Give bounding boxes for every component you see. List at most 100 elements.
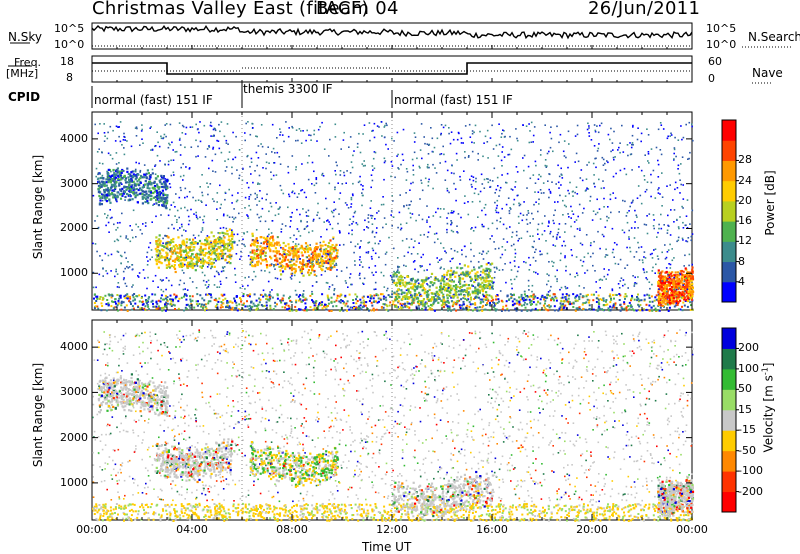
power-scatter-cell xyxy=(630,202,633,204)
power-echo-cell xyxy=(113,194,116,197)
power-scatter-cell xyxy=(514,248,516,251)
power-scatter-cell xyxy=(449,142,452,145)
power-scatter-cell xyxy=(691,123,693,126)
power-echo-cell xyxy=(470,277,473,280)
power-echo-cell xyxy=(680,273,684,276)
power-gs-cell xyxy=(164,305,167,308)
power-echo-cell xyxy=(688,289,691,292)
power-scatter-cell xyxy=(357,181,360,184)
power-gs-cell xyxy=(497,298,500,301)
power-scatter-cell xyxy=(216,192,219,194)
power-echo-cell xyxy=(688,282,691,285)
power-echo-cell xyxy=(251,249,254,252)
power-echo-cell xyxy=(251,232,254,235)
power-echo-cell xyxy=(320,264,323,267)
power-scatter-cell xyxy=(635,282,638,285)
power-echo-cell xyxy=(218,239,221,242)
power-gs-cell xyxy=(256,305,259,308)
power-gs-cell xyxy=(511,294,514,297)
power-echo-cell xyxy=(112,183,115,186)
power-echo-cell xyxy=(689,294,692,297)
power-scatter-cell xyxy=(393,140,395,142)
power-gs-cell xyxy=(204,306,207,308)
power-echo-cell xyxy=(320,257,323,260)
power-scatter-cell xyxy=(166,185,169,188)
power-scatter-cell xyxy=(542,182,545,184)
power-scatter-cell xyxy=(510,269,513,271)
power-echo-cell xyxy=(419,286,422,289)
power-scatter-cell xyxy=(383,286,386,288)
power-echo-cell xyxy=(163,246,166,249)
power-echo-cell xyxy=(119,197,123,200)
power-gs-cell xyxy=(299,298,302,301)
power-scatter-cell xyxy=(278,156,281,158)
power-gs-cell xyxy=(398,308,401,311)
power-echo-cell xyxy=(182,263,185,266)
power-echo-cell xyxy=(182,250,185,253)
power-gs-cell xyxy=(465,307,468,309)
power-scatter-cell xyxy=(461,249,463,251)
power-gs-cell xyxy=(442,305,445,308)
power-gs-cell xyxy=(122,301,125,304)
power-scatter-cell xyxy=(170,284,173,287)
power-gs-cell xyxy=(271,296,274,299)
power-echo-cell xyxy=(181,262,184,265)
power-gs-cell xyxy=(394,305,397,308)
power-gs-cell xyxy=(129,295,131,298)
power-gs-cell xyxy=(479,301,482,304)
power-scatter-cell xyxy=(676,187,679,189)
power-echo-cell xyxy=(144,193,147,197)
power-echo-cell xyxy=(672,281,676,284)
power-scatter-cell xyxy=(446,222,449,225)
power-echo-cell xyxy=(444,287,447,290)
power-scatter-cell xyxy=(163,176,165,179)
power-gs-cell xyxy=(505,300,508,303)
power-scatter-cell xyxy=(552,235,554,238)
power-scatter-cell xyxy=(587,252,589,255)
power-echo-cell xyxy=(228,238,231,241)
power-echo-cell xyxy=(324,256,327,260)
power-scatter-cell xyxy=(224,198,226,201)
power-scatter-cell xyxy=(165,135,167,138)
power-scatter-cell xyxy=(442,247,445,249)
power-gs-cell xyxy=(639,304,642,306)
power-gs-cell xyxy=(496,301,499,304)
power-echo-cell xyxy=(299,261,302,264)
power-gs-cell xyxy=(459,307,462,310)
power-echo-cell xyxy=(677,295,680,299)
power-scatter-cell xyxy=(678,227,680,230)
power-echo-cell xyxy=(181,249,185,252)
power-scatter-cell xyxy=(153,203,155,205)
power-echo-cell xyxy=(217,237,220,240)
power-gs-cell xyxy=(191,295,194,298)
power-echo-cell xyxy=(305,262,308,266)
power-scatter-cell xyxy=(290,258,293,261)
power-echo-cell xyxy=(668,279,671,282)
power-scatter-cell xyxy=(537,178,540,180)
power-echo-cell xyxy=(102,177,105,180)
power-scatter-cell xyxy=(113,189,115,191)
power-echo-cell xyxy=(99,199,102,202)
power-scatter-cell xyxy=(529,130,531,132)
power-echo-cell xyxy=(665,294,668,297)
power-scatter-cell xyxy=(448,191,450,194)
power-gs-cell xyxy=(531,303,533,306)
power-gs-cell xyxy=(335,305,338,308)
power-echo-cell xyxy=(400,289,403,292)
power-echo-cell xyxy=(184,258,188,261)
power-echo-cell xyxy=(672,302,675,305)
power-echo-cell xyxy=(107,190,110,193)
power-gs-cell xyxy=(507,309,510,312)
power-scatter-cell xyxy=(426,269,428,271)
power-scatter-cell xyxy=(472,179,475,182)
power-scatter-cell xyxy=(650,173,652,176)
power-echo-cell xyxy=(315,259,318,263)
power-echo-cell xyxy=(188,263,191,266)
power-scatter-cell xyxy=(293,274,296,277)
power-scatter-cell xyxy=(618,146,620,149)
power-scatter-cell xyxy=(617,263,620,265)
power-gs-cell xyxy=(433,300,436,303)
power-echo-cell xyxy=(479,289,482,292)
power-scatter-cell xyxy=(667,214,669,217)
power-echo-cell xyxy=(660,275,663,278)
